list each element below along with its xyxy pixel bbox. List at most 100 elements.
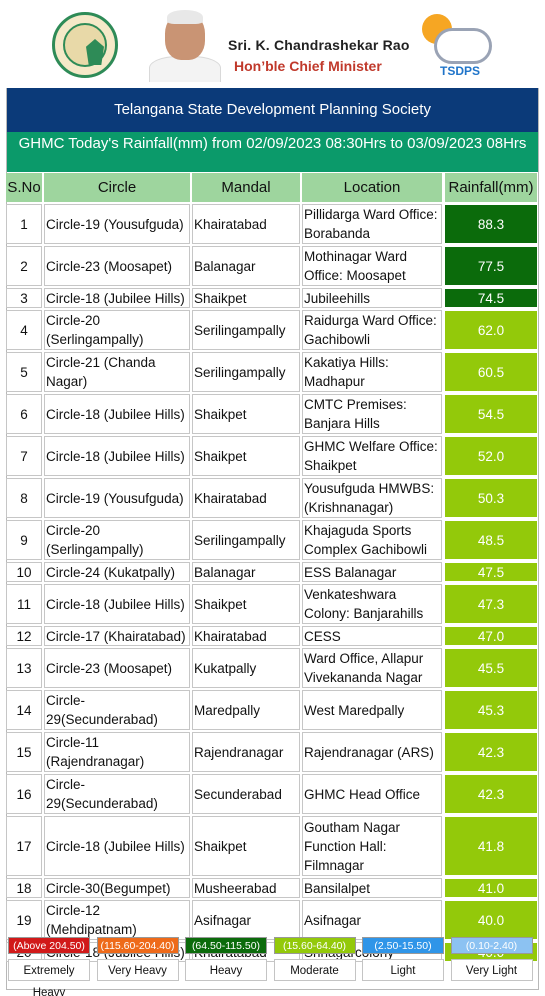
cell-mandal: Shaikpet bbox=[192, 288, 300, 308]
cell-mandal: Serilingampally bbox=[192, 520, 300, 560]
table-row: 6 Circle-18 (Jubilee Hills) Shaikpet CMTC P… bbox=[6, 394, 539, 434]
cloud-icon bbox=[434, 28, 492, 64]
table-row: 7 Circle-18 (Jubilee Hills) Shaikpet GHMC W… bbox=[6, 436, 539, 476]
table-row: 16 Circle-29(Secunderabad) Secunderabad GHM… bbox=[6, 774, 539, 814]
cell-circle: Circle-18 (Jubilee Hills) bbox=[44, 436, 190, 476]
cell-mandal: Kukatpally bbox=[192, 648, 300, 688]
cell-rainfall: 50.3 bbox=[445, 479, 537, 517]
cell-rainfall: 62.0 bbox=[445, 311, 537, 349]
cell-circle: Circle-18 (Jubilee Hills) bbox=[44, 288, 190, 308]
cell-circle: Circle-18 (Jubilee Hills) bbox=[44, 394, 190, 434]
cell-location: Pillidarga Ward Office: Borabanda bbox=[302, 204, 442, 244]
cell-location: Yousufguda HMWBS: (Krishnanagar) bbox=[302, 478, 442, 518]
table-row: 5 Circle-21 (Chanda Nagar) Serilingampally… bbox=[6, 352, 539, 392]
table-row: 17 Circle-18 (Jubilee Hills) Shaikpet Gouth… bbox=[6, 816, 539, 876]
cell-mandal: Shaikpet bbox=[192, 436, 300, 476]
table-row: 13 Circle-23 (Moosapet) Kukatpally Ward Off… bbox=[6, 648, 539, 688]
legend-swatch: (0.10-2.40) bbox=[450, 937, 533, 954]
table-row: 2 Circle-23 (Moosapet) Balanagar Mothinagar… bbox=[6, 246, 539, 286]
cell-rainfall: 42.3 bbox=[445, 775, 537, 813]
cell-sno: 1 bbox=[6, 204, 42, 244]
cell-location: Khajaguda Sports Complex Gachibowli bbox=[302, 520, 442, 560]
cell-rainfall: 88.3 bbox=[445, 205, 537, 243]
cell-mandal: Balanagar bbox=[192, 562, 300, 582]
cell-rainfall: 42.3 bbox=[445, 733, 537, 771]
cell-sno: 2 bbox=[6, 246, 42, 286]
cell-circle: Circle-23 (Moosapet) bbox=[44, 648, 190, 688]
cell-rainfall: 41.8 bbox=[445, 817, 537, 875]
cell-rainfall: 54.5 bbox=[445, 395, 537, 433]
cell-location: Goutham Nagar Function Hall: Filmnagar bbox=[302, 816, 442, 876]
table-header-row: S.No Circle Mandal Location Rainfall(mm) bbox=[6, 173, 539, 202]
cell-location: Rajendranagar (ARS) bbox=[302, 732, 442, 772]
cell-rainfall: 45.5 bbox=[445, 649, 537, 687]
cell-circle: Circle-24 (Kukatpally) bbox=[44, 562, 190, 582]
cell-circle: Circle-19 (Yousufguda) bbox=[44, 204, 190, 244]
cell-location: GHMC Welfare Office: Shaikpet bbox=[302, 436, 442, 476]
cell-location: Kakatiya Hills: Madhapur bbox=[302, 352, 442, 392]
legend-label: Moderate bbox=[273, 959, 356, 981]
cell-sno: 6 bbox=[6, 394, 42, 434]
table-row: 4 Circle-20 (Serlingampally) Serilingampal… bbox=[6, 310, 539, 350]
page-header: Sri. K. Chandrashekar Rao Hon’ble Chief … bbox=[6, 4, 539, 88]
table-row: 19 Circle-12 (Mehdipatnam) Asifnagar Asifna… bbox=[6, 900, 539, 940]
cell-location: Venkateshwara Colony: Banjarahills bbox=[302, 584, 442, 624]
cell-circle: Circle-19 (Yousufguda) bbox=[44, 478, 190, 518]
table-row: 18 Circle-30(Begumpet) Musheerabad Bansilal… bbox=[6, 878, 539, 898]
cell-sno: 11 bbox=[6, 584, 42, 624]
table-row: 15 Circle-11 (Rajendranagar) Rajendranagar… bbox=[6, 732, 539, 772]
cell-circle: Circle-11 (Rajendranagar) bbox=[44, 732, 190, 772]
col-header-circle: Circle bbox=[44, 173, 190, 202]
cell-circle: Circle-20 (Serlingampally) bbox=[44, 310, 190, 350]
cell-rainfall: 45.3 bbox=[445, 691, 537, 729]
rainfall-legend: (Above 204.50) Extremely Heavy (115.60-204… bbox=[6, 933, 539, 996]
cell-mandal: Maredpally bbox=[192, 690, 300, 730]
cell-mandal: Khairatabad bbox=[192, 626, 300, 646]
cell-sno: 14 bbox=[6, 690, 42, 730]
cell-circle: Circle-30(Begumpet) bbox=[44, 878, 190, 898]
tsdps-logo: TSDPS bbox=[420, 12, 500, 84]
telangana-emblem-logo bbox=[52, 12, 118, 78]
cell-mandal: Rajendranagar bbox=[192, 732, 300, 772]
tsdps-logo-text: TSDPS bbox=[440, 64, 481, 78]
cell-sno: 18 bbox=[6, 878, 42, 898]
col-header-location: Location bbox=[302, 173, 442, 202]
cell-rainfall: 52.0 bbox=[445, 437, 537, 475]
cell-mandal: Khairatabad bbox=[192, 478, 300, 518]
legend-swatch: (15.60-64.40) bbox=[273, 937, 356, 954]
cell-location: West Maredpally bbox=[302, 690, 442, 730]
legend-swatch: (115.60-204.40) bbox=[96, 937, 179, 954]
cell-circle: Circle-20 (Serlingampally) bbox=[44, 520, 190, 560]
cell-mandal: Shaikpet bbox=[192, 584, 300, 624]
cell-circle: Circle-12 (Mehdipatnam) bbox=[44, 900, 190, 940]
legend-label: Extremely Heavy bbox=[8, 959, 90, 996]
legend-swatch: (64.50-115.50) bbox=[185, 937, 267, 954]
cell-sno: 17 bbox=[6, 816, 42, 876]
cell-mandal: Balanagar bbox=[192, 246, 300, 286]
cell-sno: 5 bbox=[6, 352, 42, 392]
table-row: 1 Circle-19 (Yousufguda) Khairatabad Pillid… bbox=[6, 204, 539, 244]
cell-circle: Circle-23 (Moosapet) bbox=[44, 246, 190, 286]
cell-sno: 3 bbox=[6, 288, 42, 308]
cell-sno: 19 bbox=[6, 900, 42, 940]
legend-swatch: (2.50-15.50) bbox=[362, 937, 444, 954]
report-subtitle: GHMC Today's Rainfall(mm) from 02/09/202… bbox=[7, 132, 538, 172]
cell-rainfall: 74.5 bbox=[445, 289, 537, 307]
cell-location: Mothinagar Ward Office: Moosapet bbox=[302, 246, 442, 286]
table-row: 14 Circle-29(Secunderabad) Maredpally West … bbox=[6, 690, 539, 730]
cell-sno: 15 bbox=[6, 732, 42, 772]
table-row: 11 Circle-18 (Jubilee Hills) Shaikpet Venka… bbox=[6, 584, 539, 624]
cell-mandal: Asifnagar bbox=[192, 900, 300, 940]
legend-label: Very Heavy bbox=[96, 959, 179, 981]
cell-sno: 7 bbox=[6, 436, 42, 476]
cell-mandal: Serilingampally bbox=[192, 310, 300, 350]
table-row: 12 Circle-17 (Khairatabad) Khairatabad CESS… bbox=[6, 626, 539, 646]
cell-rainfall: 47.0 bbox=[445, 627, 537, 645]
cell-sno: 12 bbox=[6, 626, 42, 646]
cell-location: Ward Office, Allapur Vivekananda Nagar bbox=[302, 648, 442, 688]
col-header-mandal: Mandal bbox=[192, 173, 300, 202]
cell-location: CMTC Premises: Banjara Hills bbox=[302, 394, 442, 434]
cell-location: Bansilalpet bbox=[302, 878, 442, 898]
cell-sno: 10 bbox=[6, 562, 42, 582]
cell-circle: Circle-18 (Jubilee Hills) bbox=[44, 584, 190, 624]
